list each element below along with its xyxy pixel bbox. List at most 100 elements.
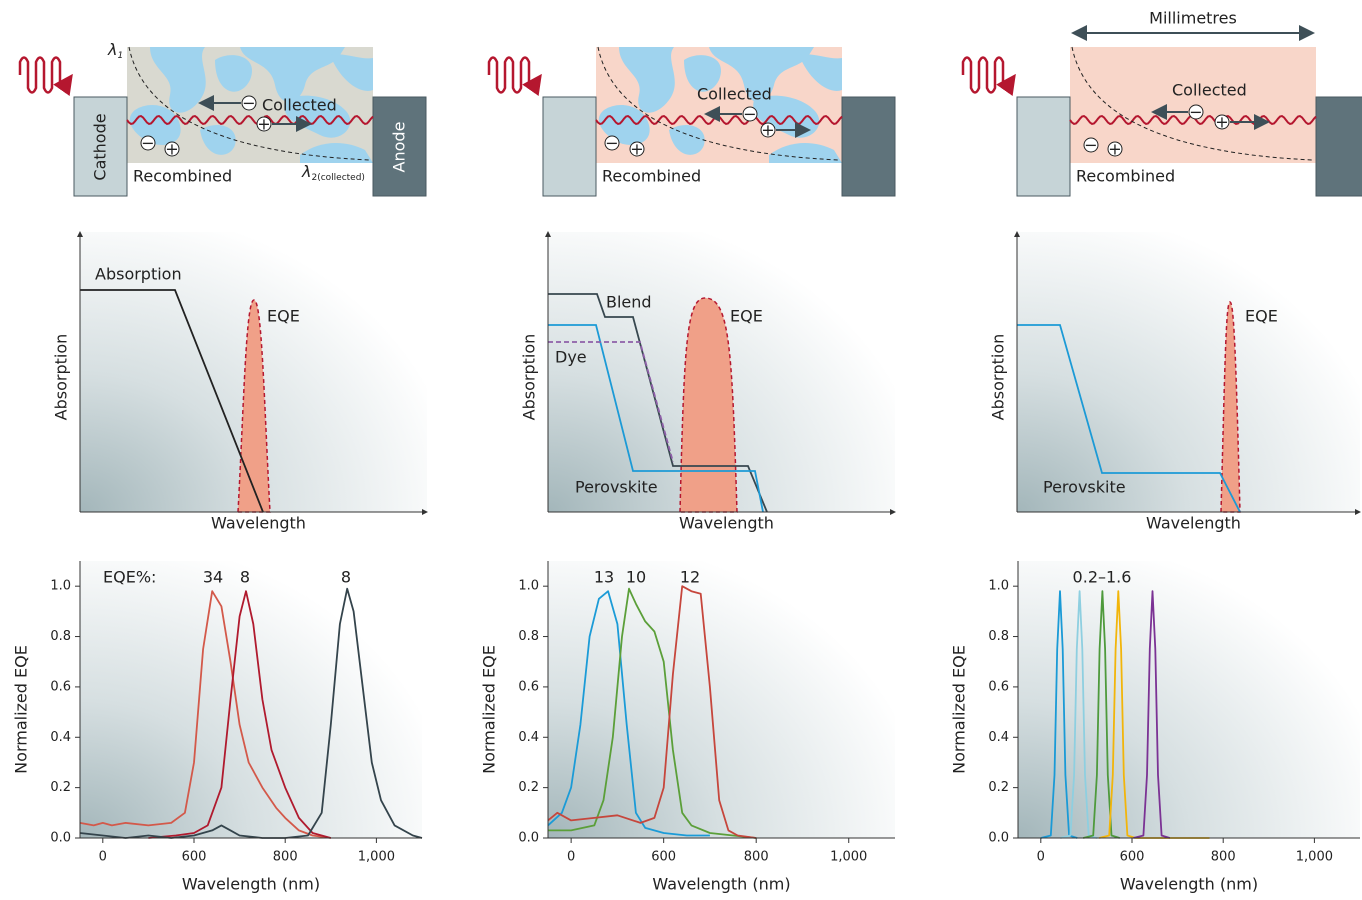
x-axis-title: Wavelength (nm) — [1120, 875, 1258, 894]
donor-domain — [330, 54, 373, 91]
recombined-label: Recombined — [602, 167, 701, 186]
eqe-line — [547, 590, 710, 837]
eqe-annotation: 0.2–1.6 — [1073, 568, 1132, 587]
x-tick-label: 600 — [182, 850, 207, 865]
y-tick-label: 0.6 — [988, 679, 1009, 694]
electron-symbol: − — [605, 134, 618, 153]
hole-symbol: + — [630, 140, 643, 159]
electron-symbol: − — [1084, 136, 1097, 155]
eqe-annotation: 8 — [341, 568, 351, 587]
cathode — [73, 96, 128, 197]
absorption-curve — [80, 289, 264, 513]
plot-background — [1018, 561, 1360, 838]
recombined-label: Recombined — [133, 167, 232, 186]
hole-symbol: + — [165, 140, 178, 159]
plot-background — [80, 561, 422, 838]
hole — [629, 141, 645, 157]
photon — [961, 56, 1016, 97]
collected-label: Collected — [1172, 81, 1247, 100]
y-axis-title: Absorption — [520, 334, 539, 421]
lambda-symbol: λ — [107, 40, 117, 59]
donor-domain — [669, 125, 705, 155]
eqe-band — [1220, 301, 1241, 513]
electron-symbol: − — [141, 134, 154, 153]
donor-domain — [215, 55, 252, 92]
hole — [760, 122, 776, 138]
scale-label: Millimetres — [1149, 9, 1237, 28]
light-wave — [126, 114, 374, 126]
y-axis-title: Absorption — [52, 334, 71, 421]
y-tick-label: 0.2 — [518, 780, 539, 795]
perovskite-curve — [548, 324, 764, 513]
anode — [1315, 96, 1362, 197]
x-tick-label: 0 — [99, 850, 107, 865]
electron — [742, 106, 758, 122]
hole — [1107, 141, 1123, 157]
y-tick-label: 0.8 — [988, 629, 1009, 644]
dye-label: Dye — [555, 348, 587, 367]
perovskite-label: Perovskite — [575, 478, 658, 497]
eqe-annotation: 12 — [680, 568, 700, 587]
eqe-annotation: 8 — [240, 568, 250, 587]
donor-domain — [150, 47, 206, 113]
y-tick-label: 1.0 — [518, 579, 539, 594]
plot-background — [548, 561, 895, 838]
hole-symbol: + — [257, 115, 270, 134]
x-tick-label: 1,000 — [358, 850, 395, 865]
hole-symbol: + — [761, 121, 774, 140]
donor-domain — [284, 95, 351, 138]
hole — [1214, 114, 1230, 130]
x-axis-title: Wavelength — [1146, 514, 1241, 533]
eqe-band — [237, 299, 271, 513]
perovskite-curve — [1017, 324, 1241, 513]
lambda-subscript: 1 — [117, 51, 123, 61]
eqe-label: EQE — [730, 307, 763, 326]
electron-symbol: − — [1189, 103, 1202, 122]
eqe-label: EQE — [1245, 307, 1278, 326]
electron — [1083, 137, 1099, 153]
hole-symbol: + — [1108, 140, 1121, 159]
lambda-subscript: 2(collected) — [311, 173, 364, 183]
y-tick-label: 0.0 — [518, 831, 539, 846]
x-tick-label: 800 — [1211, 850, 1236, 865]
collected-label: Collected — [697, 85, 772, 104]
cathode — [542, 96, 597, 197]
absorption-label: Absorption — [95, 265, 182, 284]
electron — [140, 135, 156, 151]
donor-domain — [200, 125, 236, 155]
y-tick-label: 0.8 — [50, 629, 71, 644]
donor-domain — [709, 47, 814, 102]
collected-label: Collected — [262, 96, 337, 115]
penetration-curve — [597, 46, 840, 161]
eqe-line — [148, 590, 332, 839]
photon — [18, 56, 73, 97]
y-tick-label: 1.0 — [988, 579, 1009, 594]
dye-curve — [548, 341, 674, 463]
x-axis-title: Wavelength (nm) — [182, 875, 320, 894]
y-tick-label: 0.4 — [518, 730, 539, 745]
eqe-annotation: 10 — [626, 568, 646, 587]
eqe-band — [679, 297, 738, 513]
y-tick-label: 0.0 — [988, 831, 1009, 846]
eqe-line — [79, 590, 331, 839]
donor-domain — [684, 55, 721, 92]
donor-domain — [799, 54, 842, 91]
hole — [256, 116, 272, 132]
x-tick-label: 1,000 — [830, 850, 867, 865]
eqe-line — [1133, 590, 1171, 839]
eqe-line — [547, 585, 757, 839]
perovskite-label: Perovskite — [1043, 478, 1126, 497]
electron — [241, 95, 257, 111]
y-axis-title: Normalized EQE — [480, 645, 499, 774]
photon — [487, 56, 542, 97]
anode — [372, 96, 427, 197]
blend-label: Blend — [606, 293, 652, 312]
cathode-label: Cathode — [91, 113, 110, 180]
x-tick-label: 600 — [651, 850, 676, 865]
electron-symbol: − — [743, 105, 756, 124]
blend-curve — [548, 293, 768, 513]
